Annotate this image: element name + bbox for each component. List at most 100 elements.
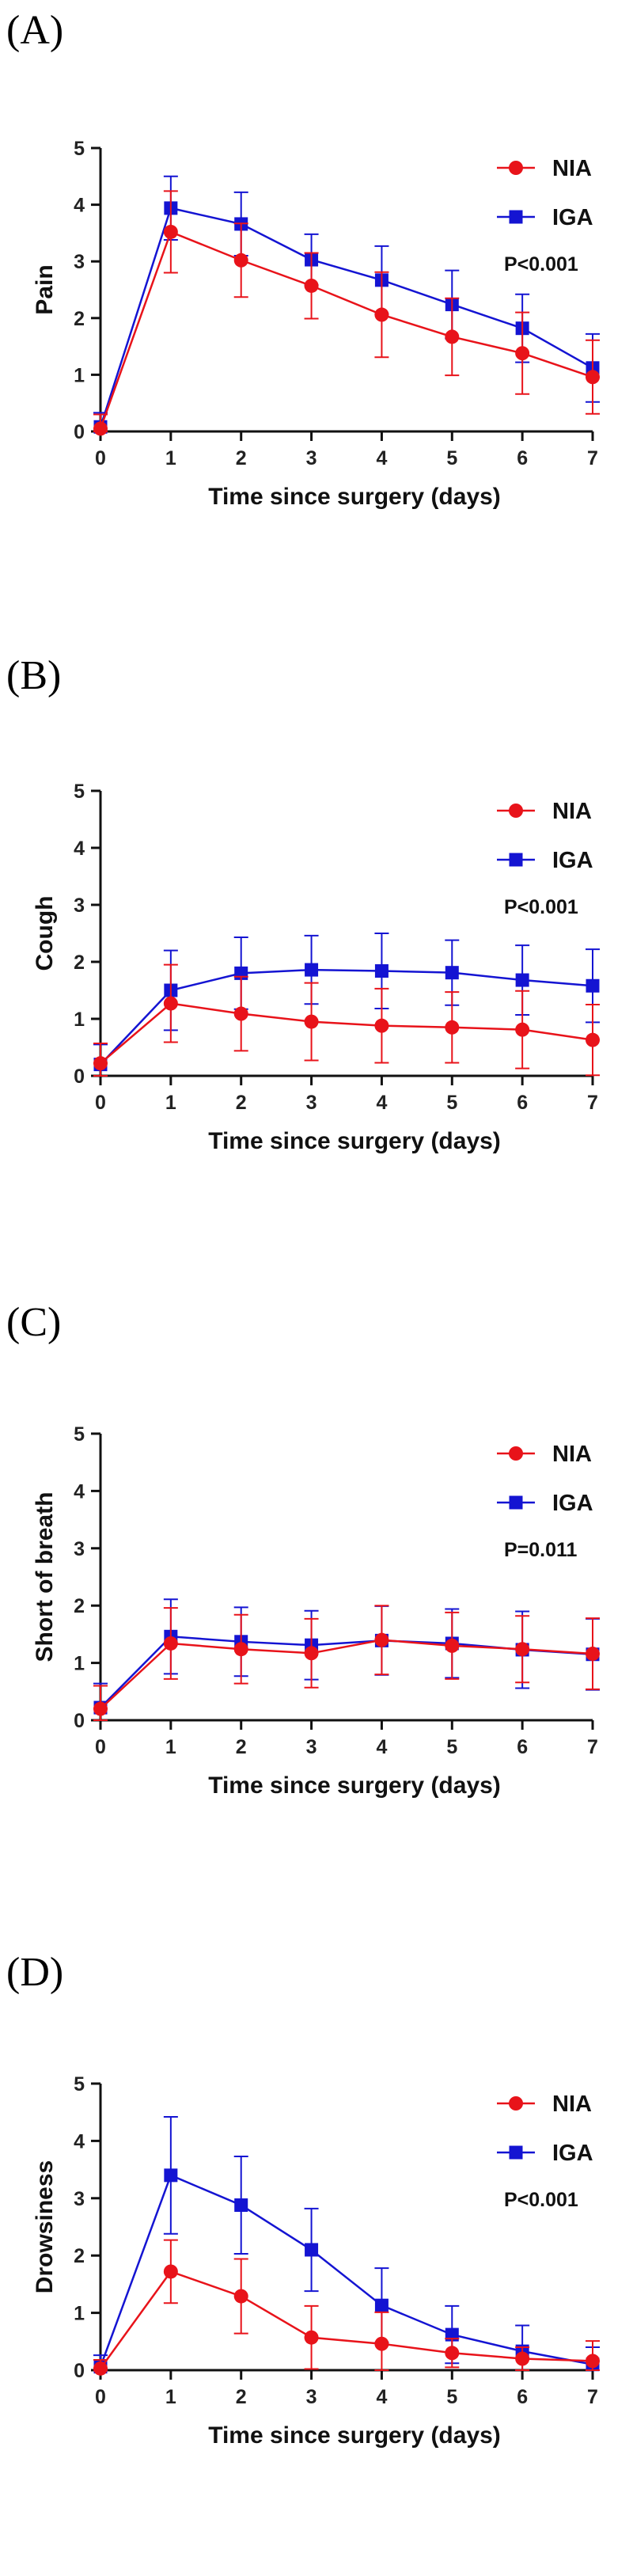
- y-tick-label: 1: [74, 1009, 85, 1031]
- data-point: [304, 278, 319, 293]
- legend-item-iga: IGA: [497, 848, 593, 873]
- panel-label: (C): [6, 1300, 61, 1345]
- data-point: [374, 2298, 389, 2312]
- y-tick-label: 1: [74, 1653, 85, 1675]
- x-tick-label: 0: [95, 447, 106, 469]
- x-tick-label: 6: [517, 1736, 528, 1758]
- data-point: [93, 1056, 108, 1071]
- x-tick-label: 4: [376, 1092, 387, 1114]
- y-tick-label: 3: [74, 251, 85, 273]
- panel-label: (A): [6, 8, 63, 53]
- y-tick-label: 0: [74, 1066, 85, 1088]
- legend-marker: [509, 1495, 523, 1510]
- data-point: [163, 1636, 178, 1651]
- panel-label: (D): [6, 1950, 63, 1995]
- data-point: [93, 2361, 108, 2376]
- legend-label: NIA: [552, 799, 592, 824]
- data-point: [233, 253, 248, 268]
- x-tick-label: 2: [236, 447, 247, 469]
- data-point: [304, 2330, 319, 2345]
- x-tick-label: 2: [236, 1736, 247, 1758]
- data-point: [374, 1632, 389, 1647]
- chart-panel-b: (B) 0 1 2 3 4 5 0 1 2 3 4 5 6 7 Time since surgery (day…: [6, 653, 600, 1154]
- data-point: [233, 1006, 248, 1021]
- y-axis-title: Pain: [32, 264, 58, 314]
- series-nia: [93, 963, 600, 1077]
- x-tick-label: 5: [446, 2386, 457, 2408]
- y-tick-label: 2: [74, 2245, 85, 2267]
- data-point: [163, 224, 178, 239]
- legend-label: IGA: [552, 2141, 593, 2166]
- legend-marker: [509, 161, 523, 175]
- legend-marker: [509, 804, 523, 818]
- data-point: [304, 1646, 319, 1661]
- data-point: [233, 1642, 248, 1657]
- y-tick-label: 0: [74, 2360, 85, 2382]
- p-value-annotation: P=0.011: [504, 1539, 578, 1561]
- data-point: [374, 2336, 389, 2351]
- data-point: [586, 1032, 600, 1047]
- x-tick-label: 5: [446, 1736, 457, 1758]
- legend-label: IGA: [552, 848, 593, 873]
- chart-panel-c: (C) 0 1 2 3 4 5 0 1 2 3 4 5 6 7 Time since surgery (day…: [6, 1300, 600, 1799]
- x-tick-label: 7: [587, 2386, 598, 2408]
- chart-panel-a: (A) 0 1 2 3 4 5 0 1 2 3 4 5 6 7 Time since surgery (day…: [6, 8, 600, 510]
- series-line: [99, 230, 593, 429]
- data-point: [515, 973, 529, 987]
- series-nia: [93, 1605, 600, 1721]
- data-point: [374, 1018, 389, 1033]
- legend-item-iga: IGA: [497, 205, 593, 230]
- x-axis-title: Time since surgery (days): [208, 484, 501, 510]
- y-tick-label: 1: [74, 2303, 85, 2325]
- data-point: [586, 978, 600, 993]
- data-point: [234, 2198, 248, 2212]
- x-tick-label: 4: [376, 447, 387, 469]
- data-point: [164, 2168, 178, 2183]
- x-tick-label: 7: [587, 1092, 598, 1114]
- x-tick-label: 2: [236, 2386, 247, 2408]
- y-tick-label: 5: [74, 781, 85, 803]
- y-tick-label: 4: [74, 1480, 85, 1503]
- p-value-annotation: P<0.001: [504, 253, 578, 275]
- p-value-annotation: P<0.001: [504, 896, 578, 918]
- y-tick-label: 3: [74, 2188, 85, 2210]
- data-point: [515, 346, 530, 361]
- legend-label: IGA: [552, 1491, 593, 1516]
- data-point: [305, 963, 319, 977]
- x-tick-label: 0: [95, 2386, 106, 2408]
- data-point: [93, 1701, 108, 1716]
- x-tick-label: 6: [517, 2386, 528, 2408]
- x-axis-title: Time since surgery (days): [208, 2422, 501, 2449]
- y-tick-label: 4: [74, 838, 85, 860]
- y-tick-label: 3: [74, 1538, 85, 1560]
- data-point: [586, 2354, 600, 2369]
- series-line: [99, 2174, 593, 2368]
- y-tick-label: 4: [74, 2130, 85, 2152]
- x-tick-label: 4: [376, 2386, 387, 2408]
- legend-marker: [509, 210, 523, 224]
- legend-item-nia: NIA: [497, 799, 592, 824]
- data-point: [515, 1022, 530, 1037]
- y-tick-label: 2: [74, 1595, 85, 1617]
- legend-item-iga: IGA: [497, 2141, 593, 2166]
- data-point: [445, 329, 460, 344]
- data-point: [93, 421, 108, 436]
- data-point: [233, 2289, 248, 2304]
- legend-label: IGA: [552, 205, 593, 230]
- series-line: [100, 968, 593, 1066]
- data-point: [445, 1020, 460, 1035]
- data-point: [374, 307, 389, 322]
- series-line: [100, 1002, 593, 1065]
- x-tick-label: 0: [95, 1092, 106, 1114]
- y-tick-label: 0: [74, 1710, 85, 1732]
- x-tick-label: 3: [306, 1092, 317, 1114]
- x-axis-title: Time since surgery (days): [208, 1128, 501, 1154]
- legend-marker: [509, 853, 523, 867]
- data-point: [515, 1642, 530, 1657]
- x-tick-label: 7: [587, 447, 598, 469]
- x-tick-label: 1: [165, 2386, 176, 2408]
- x-tick-label: 5: [446, 447, 457, 469]
- series-nia: [93, 2239, 600, 2376]
- x-tick-label: 7: [587, 1736, 598, 1758]
- legend-item-nia: NIA: [497, 156, 592, 181]
